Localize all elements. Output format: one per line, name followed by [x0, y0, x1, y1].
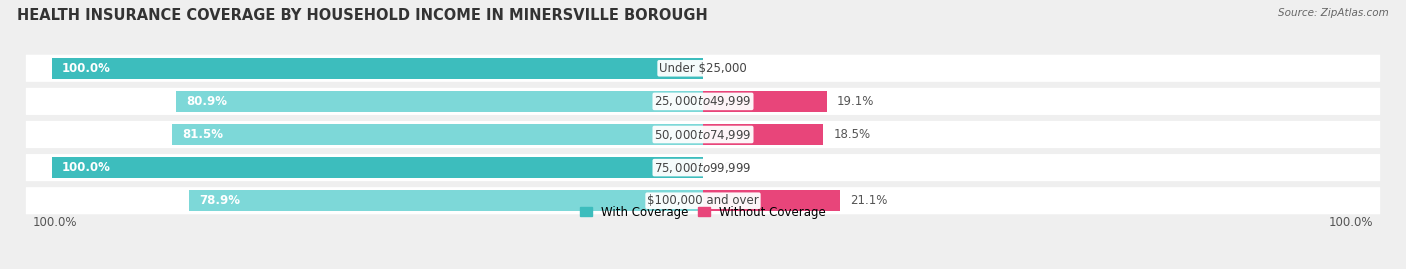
Text: 0.0%: 0.0%: [713, 161, 742, 174]
FancyBboxPatch shape: [25, 88, 1381, 115]
Bar: [176, 91, 703, 112]
FancyBboxPatch shape: [25, 121, 1381, 148]
Text: 100.0%: 100.0%: [1329, 216, 1374, 229]
Text: 0.0%: 0.0%: [713, 62, 742, 75]
Text: $100,000 and over: $100,000 and over: [647, 194, 759, 207]
Text: 100.0%: 100.0%: [32, 216, 77, 229]
Text: $75,000 to $99,999: $75,000 to $99,999: [654, 161, 752, 175]
FancyBboxPatch shape: [25, 55, 1381, 82]
Bar: [52, 58, 703, 79]
Text: 100.0%: 100.0%: [62, 161, 111, 174]
Text: Under $25,000: Under $25,000: [659, 62, 747, 75]
Bar: [703, 124, 824, 145]
Bar: [190, 190, 703, 211]
Text: 100.0%: 100.0%: [62, 62, 111, 75]
Bar: [52, 157, 703, 178]
FancyBboxPatch shape: [25, 187, 1381, 214]
FancyBboxPatch shape: [25, 154, 1381, 181]
Text: 21.1%: 21.1%: [851, 194, 887, 207]
Text: Source: ZipAtlas.com: Source: ZipAtlas.com: [1278, 8, 1389, 18]
Text: 78.9%: 78.9%: [200, 194, 240, 207]
Text: 81.5%: 81.5%: [183, 128, 224, 141]
Bar: [703, 91, 827, 112]
Text: $50,000 to $74,999: $50,000 to $74,999: [654, 128, 752, 141]
Text: 18.5%: 18.5%: [834, 128, 870, 141]
Text: $25,000 to $49,999: $25,000 to $49,999: [654, 94, 752, 108]
Text: HEALTH INSURANCE COVERAGE BY HOUSEHOLD INCOME IN MINERSVILLE BOROUGH: HEALTH INSURANCE COVERAGE BY HOUSEHOLD I…: [17, 8, 707, 23]
Text: 80.9%: 80.9%: [186, 95, 228, 108]
Text: 19.1%: 19.1%: [837, 95, 875, 108]
Legend: With Coverage, Without Coverage: With Coverage, Without Coverage: [575, 201, 831, 223]
Bar: [173, 124, 703, 145]
Bar: [703, 190, 841, 211]
